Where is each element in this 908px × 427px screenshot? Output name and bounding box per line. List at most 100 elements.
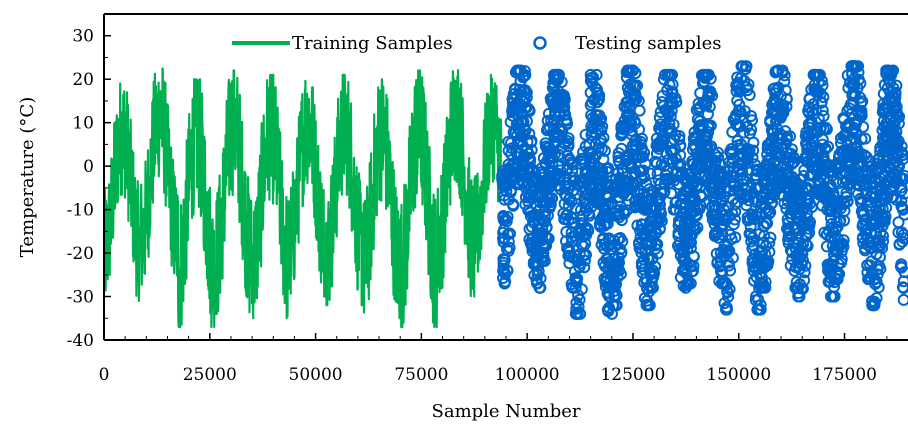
testing-point [745,110,757,122]
testing-point [757,220,770,233]
testing-point [805,126,818,139]
testing-point [622,114,635,127]
testing-point [579,128,592,141]
testing-point [521,135,534,148]
testing-point [682,275,695,288]
testing-point [817,91,830,103]
testing-point [857,217,870,230]
testing-point [737,173,750,186]
testing-point [649,155,662,168]
testing-point [669,196,682,209]
testing-point [501,210,514,223]
testing-point [898,187,908,200]
testing-point [748,173,761,186]
testing-point [851,104,864,117]
testing-point [542,107,555,120]
testing-point [608,277,620,290]
testing-point [893,238,906,250]
testing-point [553,158,566,171]
testing-point [782,169,795,182]
testing-point [694,137,707,150]
testing-point [614,232,627,244]
legend-testing-label: Testing samples [575,33,722,54]
testing-point [622,151,635,164]
testing-point [721,286,734,299]
y-axis-title: Temperature (°C) [17,97,38,257]
testing-point [586,156,599,168]
testing-point [827,226,840,239]
testing-point [892,216,905,229]
testing-point [895,195,908,207]
testing-point [858,178,871,191]
x-tick-label: 0 [99,365,110,385]
testing-point [585,120,598,133]
testing-point [582,207,595,220]
testing-point [797,169,810,182]
x-tick-label: 150000 [706,365,771,385]
testing-point [645,185,658,198]
testing-point [895,181,908,194]
testing-point [500,177,513,190]
testing-point [725,146,738,159]
testing-point [790,221,803,234]
testing-point [741,120,754,133]
testing-point [539,230,552,243]
testing-point [809,103,822,116]
testing-point [505,137,518,149]
testing-point [676,188,689,201]
testing-point [690,103,703,116]
testing-point [564,154,577,166]
testing-point [613,174,626,187]
testing-point [729,198,742,211]
testing-point [729,111,742,124]
testing-point [817,153,830,166]
y-tick-label: 0 [83,157,94,177]
testing-point [517,69,530,82]
testing-point [881,190,894,203]
testing-point [746,231,759,244]
testing-point [618,185,631,198]
testing-point [684,259,697,272]
testing-point [777,105,789,118]
testing-point [754,267,767,280]
testing-point [741,211,754,224]
testing-point [630,200,643,213]
testing-point [779,125,792,138]
testing-point [842,179,855,192]
testing-point [873,259,885,272]
testing-point [790,249,802,262]
testing-point [824,275,836,288]
testing-point [687,265,699,277]
testing-point [861,194,874,206]
testing-point [622,108,635,121]
series-testing-points [496,60,908,320]
testing-point [570,274,583,287]
testing-point [877,169,890,182]
testing-point [639,246,652,259]
testing-point [581,222,594,235]
x-tick-label: 100000 [495,365,560,385]
testing-point [897,148,908,161]
testing-point [761,259,774,272]
testing-point [551,116,564,129]
testing-point [511,151,524,163]
testing-point [851,171,864,184]
testing-point [613,264,626,277]
testing-point [838,144,851,157]
x-axis-title: Sample Number [432,401,581,422]
testing-point [649,239,662,252]
testing-point [541,122,554,135]
testing-point [586,126,599,139]
testing-point [507,199,520,212]
testing-point [570,253,583,266]
testing-point [623,157,636,169]
testing-point [569,307,582,320]
testing-point [687,178,700,191]
testing-point [884,67,897,80]
testing-point [890,79,903,92]
testing-point [740,60,752,73]
legend-training-label: Training Samples [292,33,453,54]
testing-point [717,203,730,216]
testing-point [502,144,515,157]
testing-point [522,103,535,116]
